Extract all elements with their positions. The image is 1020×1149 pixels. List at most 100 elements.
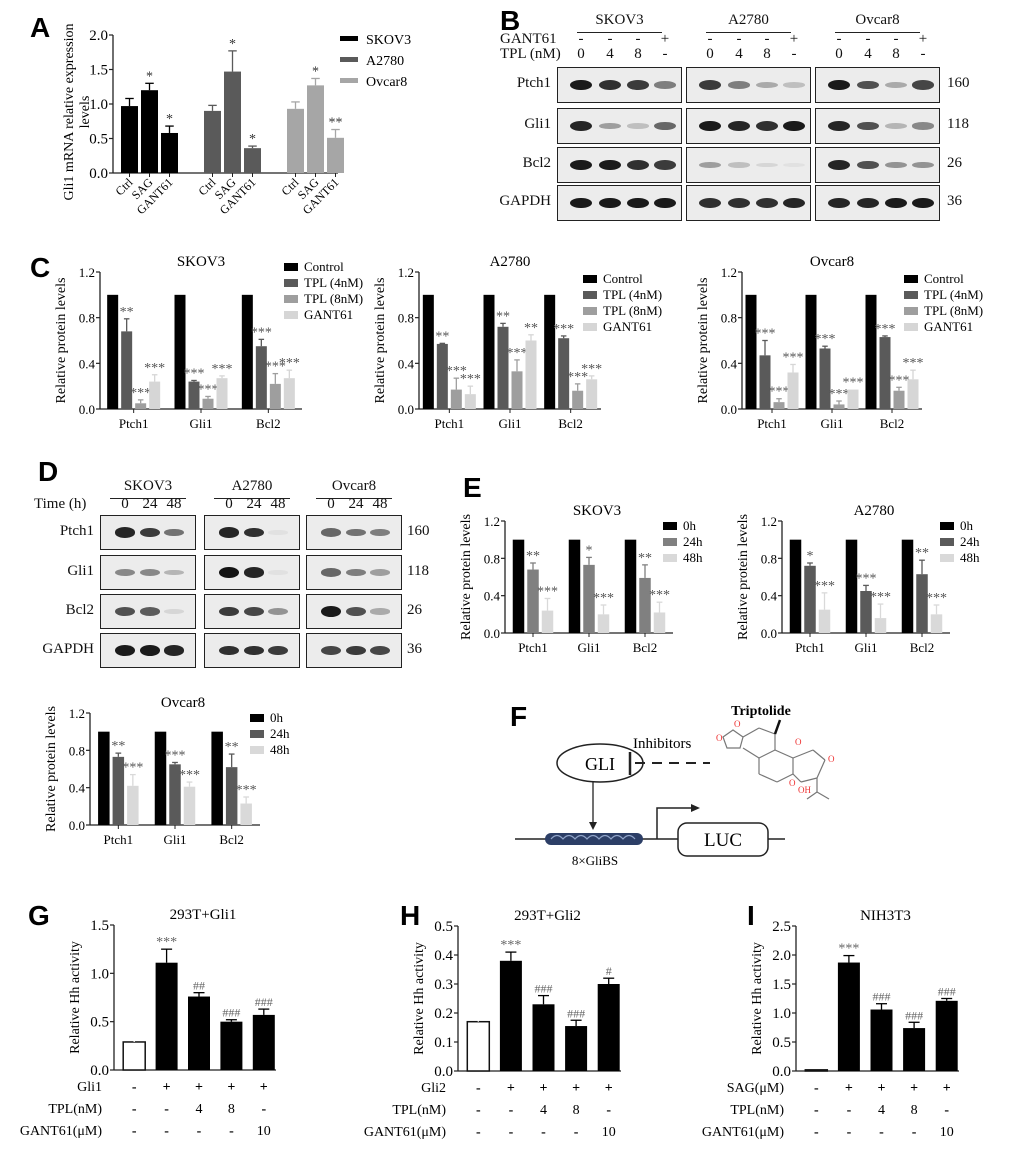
gli-label: GLI (585, 754, 615, 774)
lane-condition: 24 (246, 496, 262, 512)
arrow-right-icon (691, 804, 700, 812)
chart-title: Ovcar8 (810, 254, 854, 270)
molecular-weight-label: 160 (407, 522, 430, 539)
legend-swatch (250, 746, 264, 754)
significance-label: *** (783, 350, 804, 365)
oxygen-label: O (795, 737, 802, 747)
condition-value: + (878, 1081, 886, 1096)
lane-condition: 48 (372, 496, 388, 512)
significance-label: *** (446, 364, 467, 379)
x-tick-label: Gli1 (820, 416, 843, 431)
bar (121, 331, 133, 409)
legend-swatch (904, 323, 918, 331)
y-tick-label: 1.0 (772, 1006, 791, 1022)
significance-label: *** (537, 584, 558, 599)
chart-title: 293T+Gli1 (170, 907, 237, 923)
condition-value: - (476, 1125, 481, 1140)
binding-sites-label: 8×GliBS (572, 853, 618, 868)
condition-value: + (227, 1080, 235, 1095)
chart-title: SKOV3 (177, 254, 225, 270)
lane-condition: 0 (577, 46, 585, 62)
bar (583, 564, 595, 633)
y-tick-label: 0.4 (721, 356, 738, 371)
significance-label: *** (279, 356, 300, 371)
bar (497, 326, 509, 409)
protein-band (570, 197, 592, 209)
protein-band (244, 567, 264, 578)
legend-swatch (904, 275, 918, 283)
legend-swatch (340, 57, 358, 62)
significance-label: ### (567, 1006, 585, 1020)
legend-label: 24h (683, 534, 703, 549)
legend-swatch (284, 311, 298, 319)
bar (597, 984, 620, 1071)
protein-band (857, 197, 879, 209)
protein-band (728, 120, 750, 132)
bar (845, 539, 858, 633)
protein-band (627, 123, 649, 129)
lane-condition: 8 (892, 46, 900, 62)
y-axis-label: Relative protein levels (736, 514, 751, 640)
protein-band (756, 162, 778, 168)
chart-title: 293T+Gli2 (514, 908, 581, 924)
protein-band (885, 123, 907, 129)
hydroxyl-label: OH (798, 785, 811, 795)
bar (255, 346, 267, 409)
y-tick-label: 0.0 (89, 166, 108, 182)
significance-label: *** (236, 783, 257, 798)
chart-title: A2780 (854, 503, 895, 519)
y-axis-label: Gli1 mRNA relative expressionlevels (62, 24, 93, 201)
panel-letter-d: D (38, 456, 59, 487)
lane-condition: + (918, 31, 928, 47)
y-tick-label: 0.5 (89, 132, 108, 148)
bar (98, 731, 110, 825)
condition-value: - (476, 1103, 481, 1118)
bar (745, 294, 757, 409)
bar (141, 90, 158, 173)
condition-value: - (847, 1125, 852, 1140)
y-axis-label: Relative protein levels (44, 706, 59, 832)
y-tick-label: 0.5 (434, 919, 453, 935)
condition-label: SAG(μM) (727, 1081, 785, 1096)
bar (202, 398, 214, 409)
legend-label: SKOV3 (366, 33, 411, 48)
protein-band (599, 159, 621, 171)
protein-band (219, 527, 239, 538)
y-tick-label: 0.5 (772, 1035, 791, 1051)
protein-band (115, 607, 135, 616)
legend-swatch (940, 554, 954, 562)
bar (161, 132, 178, 173)
significance-label: *** (122, 761, 143, 776)
legend-label: Control (924, 271, 964, 286)
significance-label: ** (526, 549, 540, 564)
x-tick-label: Gli1 (189, 416, 212, 431)
bar (188, 996, 210, 1070)
lane-condition: 0 (225, 496, 233, 512)
condition-value: 4 (878, 1103, 885, 1118)
protein-label: Bcl2 (65, 601, 94, 618)
lane-condition: 0 (121, 496, 129, 512)
bar (422, 294, 434, 409)
promoter-arrow (656, 807, 693, 839)
protein-band (268, 570, 288, 575)
x-tick-label: Ptch1 (518, 640, 548, 655)
lane-condition: 48 (166, 496, 182, 512)
y-tick-label: 0.0 (484, 626, 500, 641)
condition-value: + (572, 1081, 580, 1096)
lane-condition: - (707, 31, 713, 47)
bar (870, 1009, 893, 1071)
significance-label: * (249, 132, 256, 147)
significance-label: ## (193, 979, 205, 993)
protein-band (370, 608, 390, 615)
oxygen-label: O (828, 754, 835, 764)
protein-band (699, 80, 721, 90)
lane-condition: - (791, 46, 797, 62)
lane-condition: - (635, 31, 641, 47)
condition-value: - (132, 1102, 137, 1117)
bar (252, 1014, 275, 1070)
bar (224, 71, 241, 173)
lane-condition: - (893, 31, 899, 47)
y-tick-label: 0.0 (79, 402, 95, 417)
